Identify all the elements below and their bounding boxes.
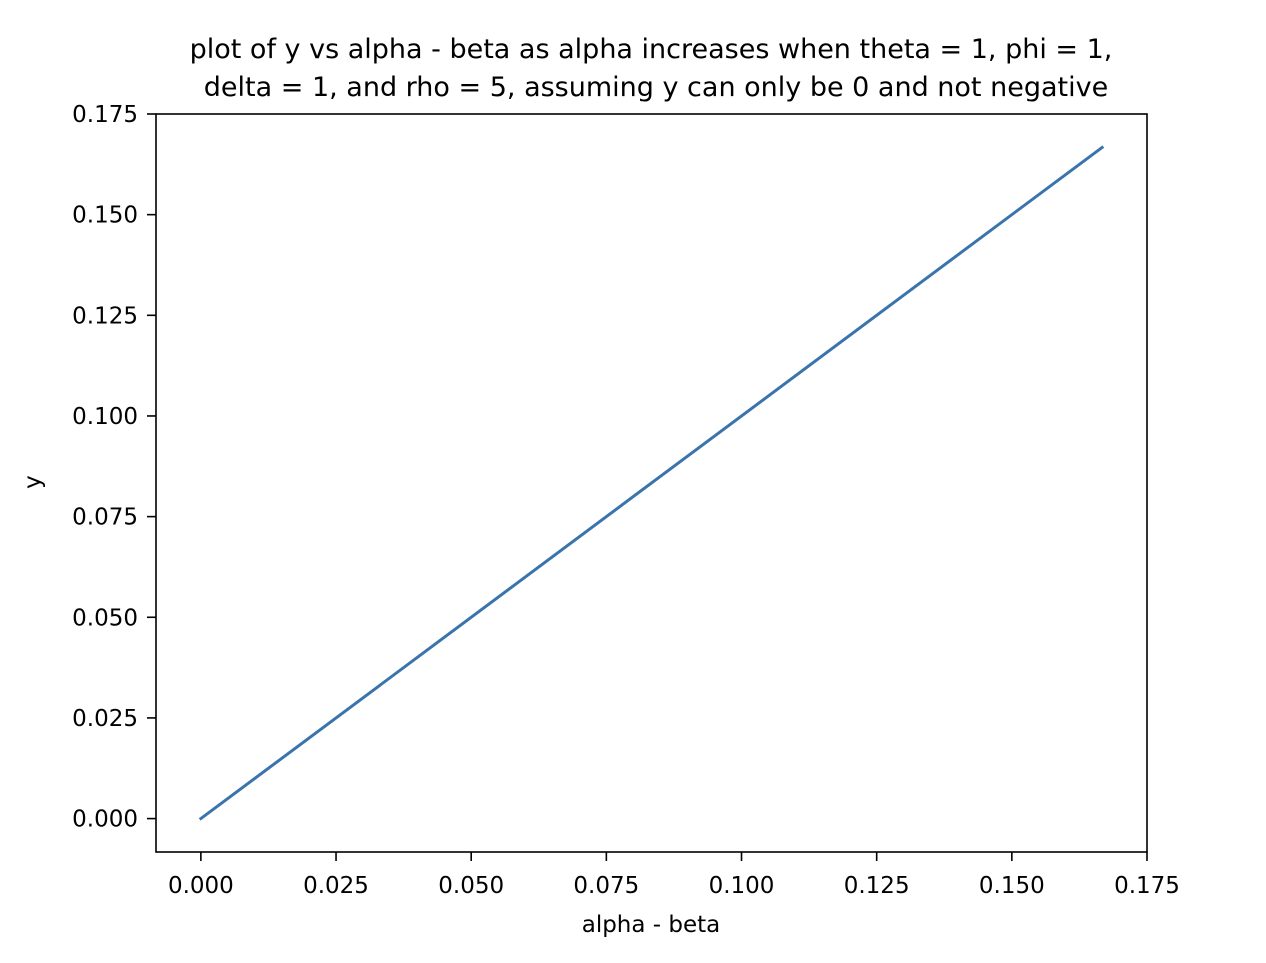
x-axis-label: alpha - beta	[582, 912, 721, 938]
y-tick-label: 0.000	[72, 807, 138, 833]
y-tick-label: 0.150	[72, 203, 138, 229]
y-axis-ticks: 0.000 0.025 0.050 0.075 0.100 0.125 0.150 0.175	[72, 102, 156, 833]
y-tick-label: 0.075	[72, 505, 138, 531]
y-axis-label: y	[20, 475, 46, 489]
x-tick-label: 0.125	[844, 873, 910, 899]
chart-title-line-2: delta = 1, and rho = 5, assuming y can o…	[204, 72, 1108, 103]
x-tick-label: 0.025	[303, 873, 369, 899]
x-tick-label: 0.100	[709, 873, 775, 899]
plot-frame	[155, 113, 1148, 853]
x-axis-ticks: 0.000 0.025 0.050 0.075 0.100 0.125 0.150 0.175	[168, 852, 1180, 899]
x-tick-label: 0.000	[168, 873, 234, 899]
y-tick-label: 0.100	[72, 404, 138, 430]
y-tick-label: 0.175	[72, 102, 138, 128]
series-line-0	[198, 145, 1105, 821]
y-tick-label: 0.050	[72, 605, 138, 631]
chart-title-line-1: plot of y vs alpha - beta as alpha incre…	[190, 34, 1113, 65]
x-tick-label: 0.050	[438, 873, 504, 899]
x-tick-label: 0.075	[573, 873, 639, 899]
y-tick-label: 0.025	[72, 706, 138, 732]
plot-area	[155, 113, 1148, 853]
x-tick-label: 0.175	[1114, 873, 1180, 899]
chart-title: plot of y vs alpha - beta as alpha incre…	[190, 34, 1113, 103]
y-tick-label: 0.125	[72, 303, 138, 329]
x-tick-label: 0.150	[979, 873, 1045, 899]
